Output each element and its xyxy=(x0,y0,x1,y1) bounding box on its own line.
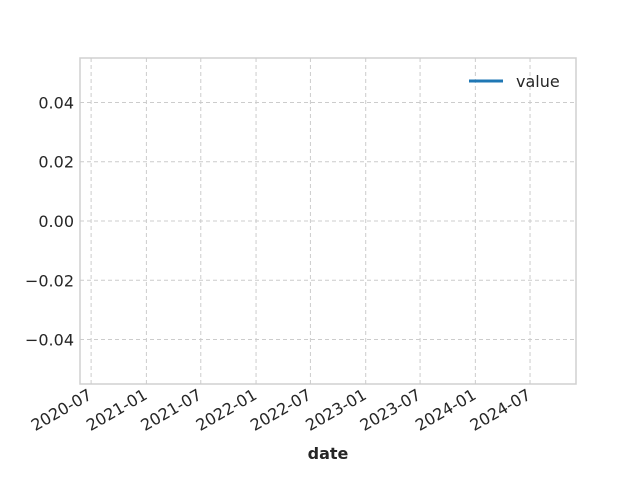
x-axis-label: date xyxy=(308,444,349,463)
x-tick-label: 2020-07 xyxy=(28,385,95,435)
y-tick-label: 0.04 xyxy=(38,93,74,112)
x-tick-label: 2022-07 xyxy=(247,385,314,435)
y-tick-label: −0.02 xyxy=(25,271,74,290)
y-tick-label: −0.04 xyxy=(25,331,74,350)
legend-label-value: value xyxy=(516,72,560,91)
grid-lines xyxy=(80,58,576,384)
x-tick-label: 2021-07 xyxy=(137,385,204,435)
x-tick-labels: 2020-072021-012021-072022-012022-072023-… xyxy=(28,385,534,435)
x-tick-label: 2021-01 xyxy=(83,385,150,435)
x-tick-label: 2023-07 xyxy=(357,385,424,435)
legend: value xyxy=(469,72,560,91)
y-tick-labels: 0.04 0.02 0.00 −0.02 −0.04 xyxy=(25,93,74,349)
x-tick-label: 2022-01 xyxy=(193,385,260,435)
y-tick-label: 0.00 xyxy=(38,212,74,231)
x-tick-label: 2024-01 xyxy=(412,385,479,435)
y-tick-label: 0.02 xyxy=(38,153,74,172)
x-tick-label: 2024-07 xyxy=(467,385,534,435)
x-tick-label: 2023-01 xyxy=(302,385,369,435)
